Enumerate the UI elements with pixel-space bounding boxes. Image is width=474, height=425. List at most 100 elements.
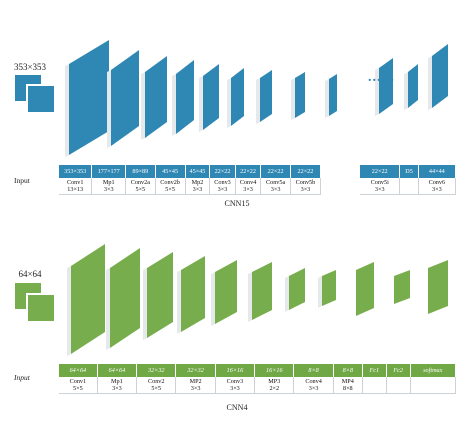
bottom-caption: CNN4 — [226, 403, 248, 412]
layer-size-header: 22×22 — [360, 165, 401, 178]
cnn15-layer-slab — [227, 68, 244, 128]
layer-kernel: 5×5 — [151, 385, 162, 392]
cnn15-layer-slab — [256, 70, 272, 124]
bottom-layer-table: 64×64 64×64 32×32 32×32 16×16 16×16 8×8 8×8 Fc1 F… — [59, 364, 457, 394]
layer-spec-cell: Conv4 3×3 — [235, 178, 262, 195]
layer-spec-cell: Conv3 3×3 — [209, 178, 236, 195]
layer-name: Conv3 — [214, 179, 231, 186]
layer-kernel: 5×5 — [73, 385, 83, 392]
layer-name: Conv1 — [66, 179, 84, 186]
layer-spec-cell: Conv4 3×3 — [293, 377, 334, 394]
layer-spec-cell: Conv6 3×3 — [418, 178, 457, 195]
cnn15-layer-slab — [291, 72, 305, 120]
top-right-layer-table: 22×22 D5 44×44 Conv5i 3×3 Conv6 3×3 — [360, 165, 457, 195]
cnn15-layer-slab — [107, 50, 139, 148]
bottom-row-label: Input — [14, 373, 30, 382]
layer-spec-cell: Conv2a 5×5 — [125, 178, 156, 195]
cnn4-layer-slab — [285, 268, 305, 312]
layer-size-header: 16×16 — [215, 364, 256, 377]
layer-size-header: Fc2 — [386, 364, 411, 377]
layer-size-header: 8×8 — [293, 364, 334, 377]
cnn15-layer-slab — [65, 40, 109, 157]
layer-spec-cell: Conv5b 3×3 — [290, 178, 322, 195]
cnn4-layer-slab — [248, 262, 272, 322]
layer-name: Conv5b — [295, 179, 316, 186]
top-input-square-front — [26, 84, 54, 112]
cnn15-layer-slab — [141, 56, 167, 140]
cnn4-layer-slab — [143, 252, 173, 340]
layer-size-header: 16×16 — [254, 364, 295, 377]
cnn15-layer-slab — [428, 44, 448, 110]
layer-kernel: 3×3 — [308, 385, 319, 392]
top-input-size-label: 353×353 — [13, 62, 47, 72]
layer-spec-cell — [386, 377, 411, 394]
layer-kernel: 3×3 — [374, 186, 385, 193]
layer-spec-cell — [399, 178, 419, 195]
layer-name: Conv4 — [239, 179, 257, 186]
layer-name: Conv4 — [305, 378, 322, 385]
layer-spec-cell: Conv3 3×3 — [215, 377, 256, 394]
cnn4-fc-slab — [356, 262, 374, 316]
layer-spec-cell: MP4 8×8 — [333, 377, 363, 394]
layer-spec-cell: Conv5a 3×3 — [260, 178, 291, 195]
layer-kernel: 5×5 — [135, 186, 146, 193]
layer-kernel: 3×3 — [192, 186, 203, 193]
layer-size-header: softmax — [410, 364, 457, 377]
layer-size-header: 64×64 — [59, 364, 98, 377]
cnn4-fc-slab — [428, 260, 448, 314]
top-layer-table: 353×353 177×177 89×89 45×45 45×45 22×22 22×22 2… — [59, 165, 322, 195]
layer-spec-cell: Conv1 5×5 — [59, 377, 98, 394]
layer-kernel: 5×5 — [165, 186, 175, 193]
layer-size-header: 22×22 — [209, 165, 236, 178]
layer-spec-cell: Mp2 3×3 — [185, 178, 211, 195]
layer-name: Conv2b — [160, 179, 180, 186]
top-caption: CNN15 — [224, 199, 250, 208]
layer-name: Conv6 — [428, 179, 446, 186]
layer-name: Conv3 — [226, 378, 244, 385]
layer-kernel: 8×8 — [342, 385, 353, 392]
layer-name: Mp1 — [111, 378, 123, 385]
layer-kernel: 3×3 — [230, 385, 240, 392]
layer-size-header: 353×353 — [59, 165, 93, 178]
layer-name: Conv2 — [147, 378, 165, 385]
layer-size-header: 8×8 — [333, 364, 363, 377]
ellipsis-dots: ...... — [368, 70, 395, 85]
layer-size-header: 44×44 — [418, 165, 457, 178]
layer-kernel: 3×3 — [243, 186, 253, 193]
layer-spec-cell: Conv1 13×13 — [59, 178, 93, 195]
layer-kernel: 3×3 — [112, 385, 122, 392]
bottom-input-size-label: 64×64 — [18, 269, 42, 279]
layer-name: Conv1 — [69, 378, 87, 385]
layer-size-header: 22×22 — [290, 165, 322, 178]
cnn15-layer-slab — [172, 60, 194, 136]
cnn4-fc-slab — [394, 270, 410, 304]
layer-name: Mp2 — [191, 179, 204, 186]
layer-size-header: 22×22 — [235, 165, 262, 178]
layer-kernel: 3×3 — [270, 186, 281, 193]
cnn4-layer-slab — [106, 248, 140, 350]
cnn15-layer-slab — [325, 74, 337, 118]
cnn15-layer-slab — [404, 64, 418, 110]
layer-name: MP3 — [268, 378, 281, 385]
layer-spec-cell — [410, 377, 457, 394]
layer-size-header: 32×32 — [136, 364, 177, 377]
layer-kernel: 3×3 — [103, 186, 114, 193]
layer-name: Conv5a — [265, 179, 286, 186]
layer-kernel: 3×3 — [300, 186, 311, 193]
layer-name: MP2 — [189, 378, 202, 385]
cnn4-layer-slab — [318, 270, 336, 308]
layer-size-header: 89×89 — [125, 165, 156, 178]
top-row-label: Input — [14, 176, 30, 185]
cnn15-layer-slab — [199, 64, 219, 132]
layer-name: MP4 — [341, 378, 354, 385]
layer-spec-cell: Conv5i 3×3 — [360, 178, 401, 195]
layer-size-header: 45×45 — [155, 165, 186, 178]
layer-kernel: 3×3 — [431, 186, 442, 193]
layer-spec-cell — [362, 377, 387, 394]
layer-spec-cell: Conv2b 5×5 — [155, 178, 186, 195]
layer-size-header: 45×45 — [185, 165, 211, 178]
layer-spec-cell: MP2 3×3 — [175, 377, 216, 394]
layer-kernel: 13×13 — [67, 186, 84, 193]
layer-spec-cell: Mp1 3×3 — [97, 377, 138, 394]
layer-spec-cell: Conv2 5×5 — [136, 377, 177, 394]
